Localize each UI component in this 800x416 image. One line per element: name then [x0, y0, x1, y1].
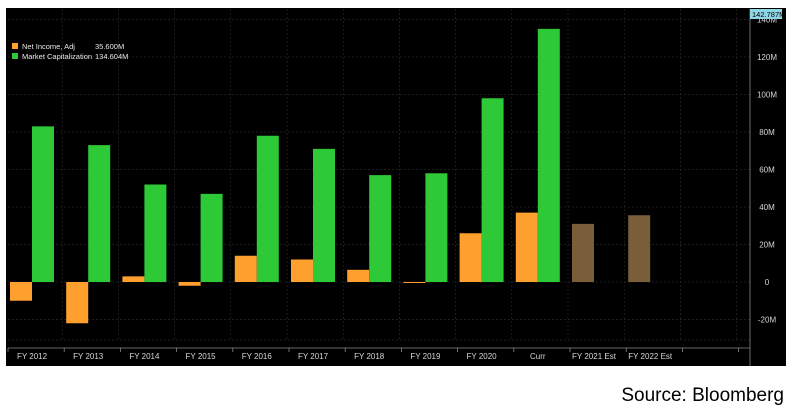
x-tick-label: Curr: [530, 352, 546, 361]
legend-label-net-income: Net Income, Adj: [22, 42, 75, 51]
legend: Net Income, Adj 35.600M Market Capitaliz…: [12, 42, 128, 61]
x-tick-label: FY 2019: [410, 352, 441, 361]
x-axis-labels: FY 2012 FY 2013 FY 2014 FY 2015 FY 2016 FY 20…: [17, 352, 673, 361]
bar-net-income: [122, 276, 145, 282]
bars: [10, 28, 651, 324]
y-axis-labels: 140M 120M 100M 80M 60M 40M 20M 0 -20M: [757, 16, 777, 325]
y-tick-label: 40M: [759, 203, 775, 212]
x-tick-label: FY 2022 Est: [628, 352, 673, 361]
legend-value-net-income: 35.600M: [95, 42, 124, 51]
legend-label-market-cap: Market Capitalization: [22, 52, 92, 61]
bar-net-income: [515, 212, 538, 282]
bar-net-income: [66, 282, 89, 324]
y-tick-label: 0: [765, 278, 770, 287]
y-tick-label: 140M: [757, 16, 777, 25]
bar-chart: FY 2012 FY 2013 FY 2014 FY 2015 FY 2016 FY 20…: [6, 8, 786, 366]
bar-net-income: [347, 269, 370, 282]
x-tick-label: FY 2012: [17, 352, 48, 361]
y-tick-label: 100M: [757, 91, 777, 100]
x-tick-label: FY 2020: [467, 352, 498, 361]
legend-value-market-cap: 134.604M: [95, 52, 128, 61]
x-tick-label: FY 2014: [129, 352, 160, 361]
bar-market-cap: [313, 148, 335, 282]
x-tick-label: FY 2016: [242, 352, 273, 361]
bar-net-income: [234, 255, 257, 282]
bar-market-cap: [144, 184, 167, 282]
bar-market-cap: [200, 193, 223, 282]
x-tick-label: FY 2013: [73, 352, 104, 361]
gridlines: [7, 9, 751, 366]
bar-market-cap: [88, 145, 111, 282]
legend-swatch-market-cap: [12, 53, 18, 59]
x-tick-label: FY 2015: [186, 352, 217, 361]
bar-market-cap: [256, 135, 279, 282]
bar-net-income: [10, 282, 32, 301]
bar-market-cap: [32, 126, 54, 282]
chart-panel: FY 2012 FY 2013 FY 2014 FY 2015 FY 2016 FY 20…: [6, 8, 786, 366]
last-value-marker: 142.787M: [750, 9, 785, 19]
y-tick-label: 60M: [759, 166, 775, 175]
y-tick-label: 80M: [759, 128, 775, 137]
bar-market-cap: [425, 173, 448, 282]
x-tick-label: FY 2017: [298, 352, 329, 361]
chart-background: [6, 8, 786, 366]
bar-net-income: [459, 233, 482, 282]
legend-swatch-net-income: [12, 43, 18, 49]
bar-market-cap: [537, 28, 560, 282]
bar-net-income: [178, 282, 201, 286]
source-caption: Source: Bloomberg: [621, 385, 784, 406]
y-tick-label: 120M: [757, 53, 777, 62]
x-tick-label: FY 2021 Est: [572, 352, 617, 361]
bar-market-cap: [481, 98, 504, 282]
y-tick-label: -20M: [758, 316, 777, 325]
bar-net-income-estimate: [628, 215, 651, 282]
x-tick-label: FY 2018: [354, 352, 385, 361]
bar-market-cap: [369, 175, 392, 282]
last-value-box: [750, 9, 782, 19]
bar-net-income: [403, 282, 426, 283]
bar-net-income-estimate: [572, 223, 594, 282]
last-value-label: 142.787M: [752, 10, 785, 19]
bar-net-income: [291, 259, 313, 282]
y-tick-label: 20M: [759, 241, 775, 250]
